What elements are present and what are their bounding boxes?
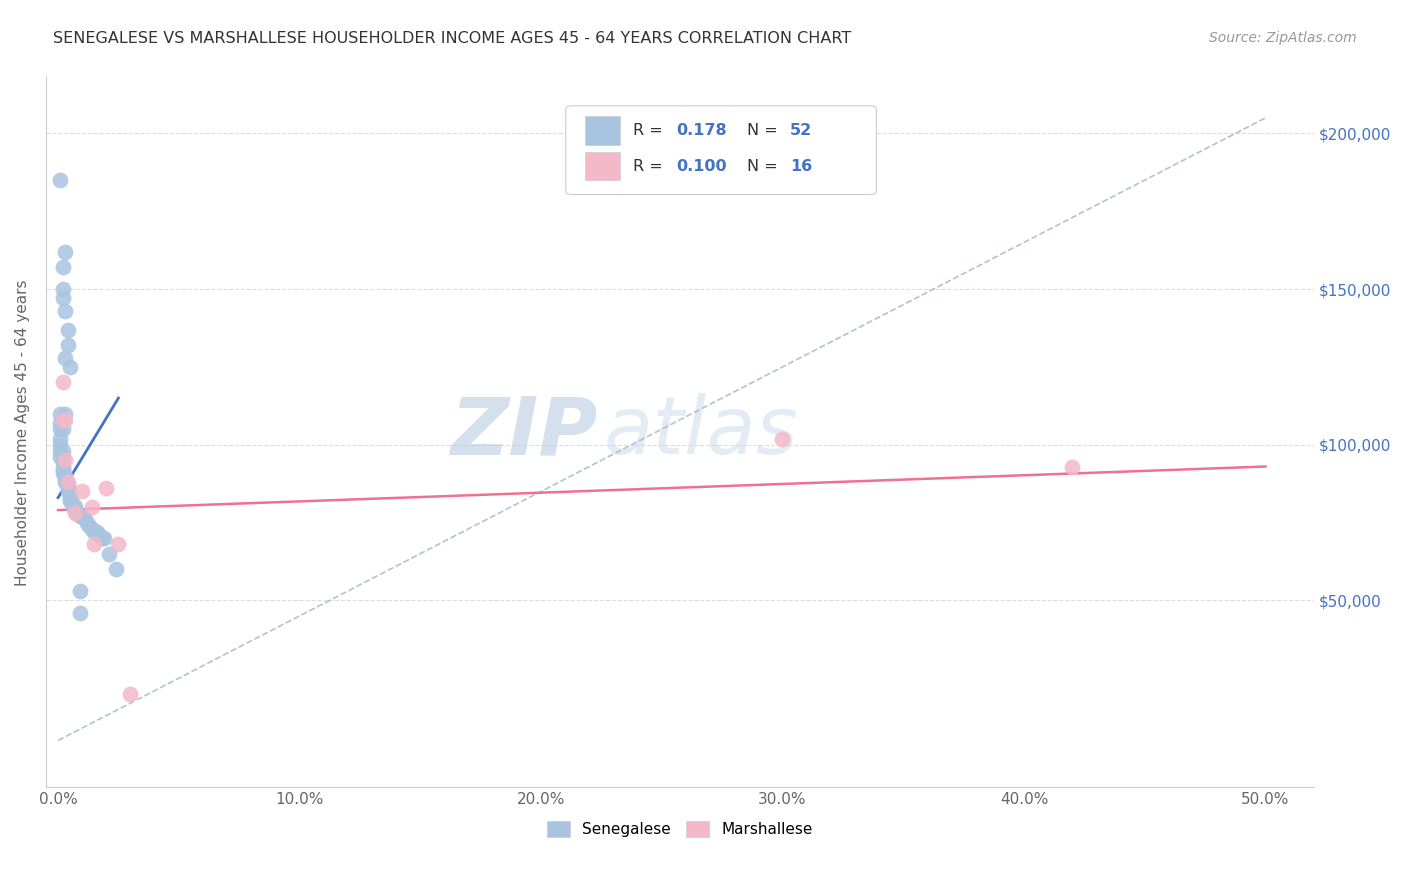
Point — [56, 478, 79, 492]
Point — [52, 453, 75, 467]
Point — [70, 484, 93, 499]
Point — [80, 500, 103, 514]
Point — [53, 407, 76, 421]
Point — [56, 322, 79, 336]
Point — [49, 422, 72, 436]
Point — [59, 493, 82, 508]
Point — [59, 487, 82, 501]
Point — [56, 338, 79, 352]
Point — [83, 524, 105, 539]
Point — [70, 509, 93, 524]
Point — [52, 466, 75, 480]
Point — [79, 518, 101, 533]
FancyBboxPatch shape — [585, 117, 620, 145]
Point — [56, 475, 79, 489]
Text: ZIP: ZIP — [450, 393, 598, 471]
Point — [69, 584, 91, 599]
Point — [49, 432, 72, 446]
Text: 16: 16 — [790, 159, 813, 174]
Text: atlas: atlas — [603, 393, 799, 471]
Text: SENEGALESE VS MARSHALLESE HOUSEHOLDER INCOME AGES 45 - 64 YEARS CORRELATION CHAR: SENEGALESE VS MARSHALLESE HOUSEHOLDER IN… — [53, 31, 852, 46]
Text: 0.100: 0.100 — [676, 159, 727, 174]
Point — [49, 438, 72, 452]
Text: R =: R = — [633, 159, 668, 174]
Text: Source: ZipAtlas.com: Source: ZipAtlas.com — [1209, 31, 1357, 45]
FancyBboxPatch shape — [585, 152, 620, 180]
Point — [90, 531, 112, 545]
Point — [62, 497, 84, 511]
Point — [1062, 459, 1084, 474]
Point — [56, 484, 79, 499]
Text: 0.178: 0.178 — [676, 123, 727, 138]
Point — [52, 292, 75, 306]
Point — [52, 444, 75, 458]
Point — [86, 524, 108, 539]
Text: R =: R = — [633, 123, 668, 138]
Point — [52, 459, 75, 474]
Point — [62, 500, 84, 514]
Point — [105, 562, 128, 576]
Point — [52, 463, 75, 477]
Point — [73, 512, 96, 526]
Point — [53, 468, 76, 483]
Point — [69, 509, 91, 524]
Point — [96, 481, 118, 495]
Point — [49, 444, 72, 458]
Point — [56, 481, 79, 495]
Point — [83, 537, 105, 551]
Point — [120, 687, 142, 701]
Point — [93, 531, 115, 545]
Point — [63, 506, 86, 520]
Text: 52: 52 — [790, 123, 813, 138]
Point — [53, 475, 76, 489]
Point — [52, 376, 75, 390]
Y-axis label: Householder Income Ages 45 - 64 years: Householder Income Ages 45 - 64 years — [15, 279, 30, 585]
Point — [53, 413, 76, 427]
Point — [63, 500, 86, 514]
Point — [53, 472, 76, 486]
Legend: Senegalese, Marshallese: Senegalese, Marshallese — [541, 815, 818, 843]
Point — [772, 432, 794, 446]
Point — [76, 516, 98, 530]
Point — [49, 173, 72, 187]
Point — [107, 537, 129, 551]
Point — [53, 304, 76, 318]
FancyBboxPatch shape — [565, 106, 876, 194]
Point — [49, 416, 72, 430]
Point — [52, 413, 75, 427]
Point — [63, 503, 86, 517]
Text: N =: N = — [747, 159, 783, 174]
Point — [49, 450, 72, 465]
Point — [66, 506, 89, 520]
Point — [53, 244, 76, 259]
Point — [53, 351, 76, 365]
Point — [52, 282, 75, 296]
Point — [87, 528, 110, 542]
Point — [49, 407, 72, 421]
Point — [52, 422, 75, 436]
Point — [52, 260, 75, 275]
Point — [97, 547, 120, 561]
Point — [69, 606, 91, 620]
Point — [59, 491, 82, 505]
Point — [53, 453, 76, 467]
Point — [66, 506, 89, 520]
Point — [59, 359, 82, 374]
Point — [80, 522, 103, 536]
Text: N =: N = — [747, 123, 783, 138]
